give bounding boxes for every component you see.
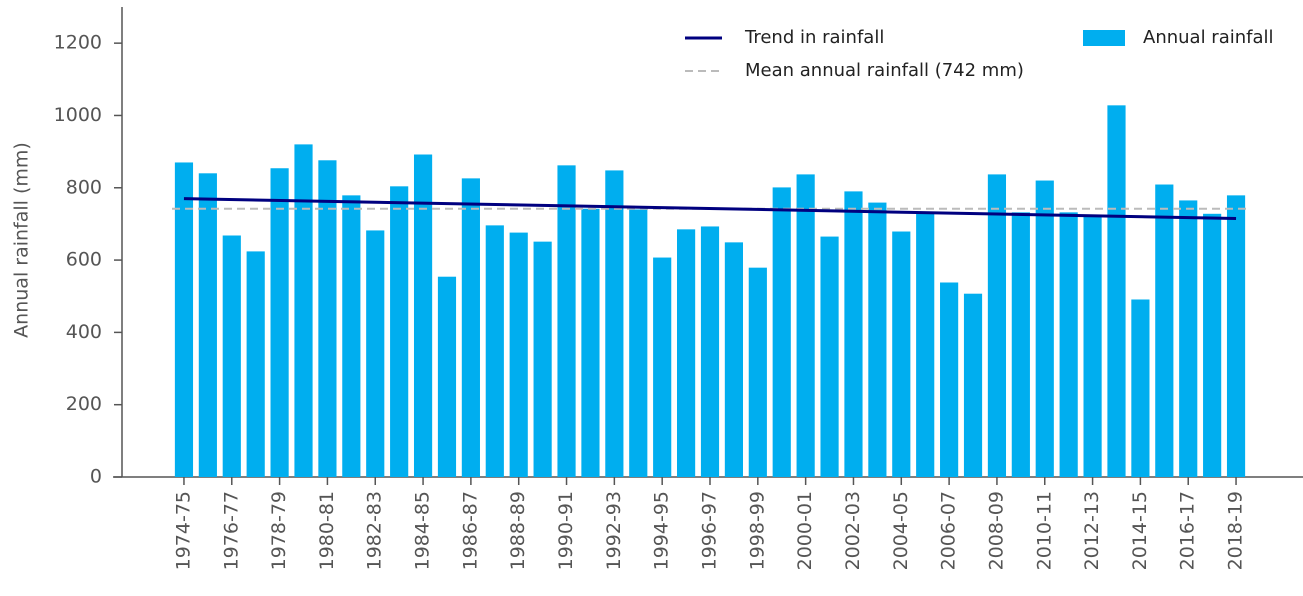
bar: [605, 170, 624, 477]
bar: [677, 229, 696, 477]
bar: [987, 174, 1007, 477]
y-tick-label: 1200: [54, 32, 102, 54]
bar: [820, 236, 839, 477]
x-tick-label: 1984-85: [412, 491, 434, 570]
bar: [366, 230, 385, 477]
y-tick-label: 400: [66, 321, 102, 343]
bar: [1107, 105, 1126, 477]
x-tick-label: 1976-77: [220, 491, 242, 570]
bar: [1179, 200, 1198, 477]
bar: [1203, 213, 1222, 478]
bar: [222, 235, 241, 477]
bar: [390, 186, 409, 478]
x-tick-label: 1994-95: [651, 491, 673, 570]
y-tick-label: 800: [66, 176, 102, 198]
bar: [916, 211, 935, 477]
x-tick-label: 1998-99: [746, 491, 768, 570]
bar: [270, 168, 289, 477]
bar: [1059, 212, 1078, 477]
x-tick-label: 2002-03: [842, 491, 864, 570]
y-tick-label: 200: [66, 393, 102, 415]
x-tick-label: 2000-01: [794, 491, 816, 570]
bar: [509, 232, 528, 477]
trend-line: [183, 197, 1237, 220]
x-tick-label: 2012-13: [1081, 491, 1103, 570]
bar: [246, 251, 265, 477]
bar: [437, 276, 457, 477]
bar: [1035, 180, 1054, 478]
bar: [485, 225, 504, 477]
bar: [318, 160, 337, 478]
bar: [174, 162, 194, 477]
bar: [700, 226, 720, 477]
x-tick-label: 1980-81: [316, 491, 338, 570]
y-tick-label: 600: [66, 249, 102, 271]
bar: [557, 165, 576, 477]
x-tick-label: 1996-97: [699, 491, 721, 570]
legend-bar-swatch: [1083, 30, 1125, 46]
x-tick-label: 1990-91: [555, 491, 577, 570]
bar: [796, 174, 815, 477]
bar: [1011, 212, 1030, 477]
bar: [844, 191, 863, 477]
legend-label: Mean annual rainfall (742 mm): [745, 60, 1024, 81]
x-tick-label: 2008-09: [985, 491, 1007, 570]
bar: [892, 231, 911, 477]
bar: [1131, 299, 1150, 477]
legend-label: Trend in rainfall: [744, 27, 884, 48]
bar: [724, 242, 743, 477]
x-tick-label: 1986-87: [459, 491, 481, 570]
x-tick-label: 1982-83: [364, 491, 386, 570]
legend-label: Annual rainfall: [1143, 27, 1274, 48]
bar: [198, 173, 217, 478]
bar: [342, 195, 361, 477]
bar: [461, 178, 480, 477]
y-axis-label: Annual rainfall (mm): [11, 142, 33, 338]
x-tick-label: 1992-93: [603, 491, 625, 570]
bar: [294, 144, 313, 477]
y-tick-label: 0: [90, 466, 102, 488]
x-tick-label: 2010-11: [1033, 491, 1055, 570]
x-tick-label: 2014-15: [1129, 491, 1151, 570]
x-tick-label: 1974-75: [172, 491, 194, 570]
bar: [1083, 215, 1102, 477]
bar: [653, 257, 672, 477]
bar: [581, 208, 600, 477]
bar: [772, 187, 791, 477]
x-tick-label: 1978-79: [268, 491, 290, 570]
bar: [1226, 195, 1246, 477]
bar: [748, 267, 767, 477]
x-tick-label: 1988-89: [507, 491, 529, 570]
bar: [413, 154, 433, 477]
x-tick-label: 2018-19: [1225, 491, 1247, 570]
bar: [940, 282, 959, 477]
y-tick-label: 1000: [54, 104, 102, 126]
x-tick-label: 2016-17: [1177, 491, 1199, 570]
bar: [1155, 184, 1174, 477]
x-tick-label: 2004-05: [890, 491, 912, 570]
bar: [629, 209, 648, 477]
x-tick-label: 2006-07: [938, 491, 960, 570]
bar: [963, 293, 983, 477]
bar: [533, 241, 552, 477]
bar: [868, 202, 887, 478]
